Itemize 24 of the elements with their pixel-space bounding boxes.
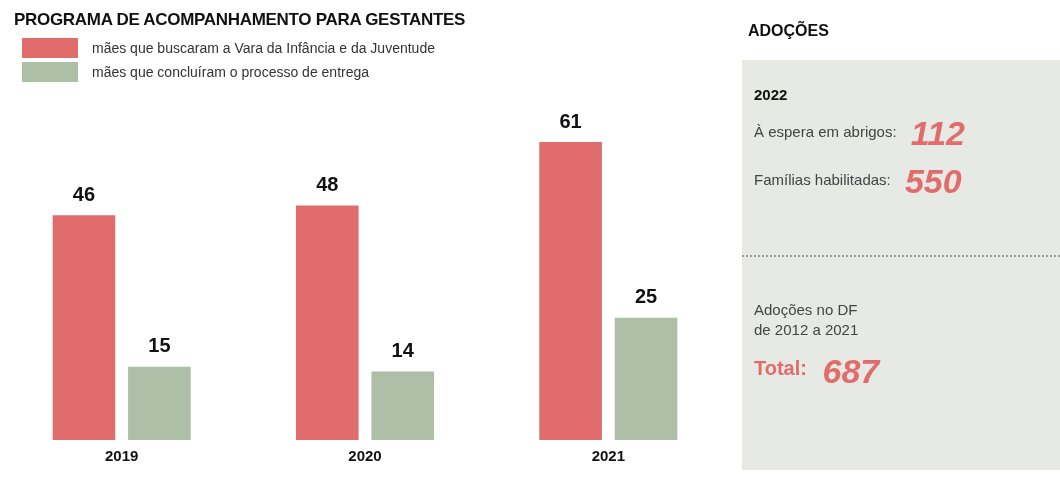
- bar: [539, 142, 602, 440]
- x-tick-label: 2020: [348, 447, 382, 465]
- legend-label: mães que concluíram o processo de entrega: [92, 64, 370, 80]
- x-tick-label: 2021: [591, 447, 626, 465]
- data-label: 48: [316, 173, 339, 196]
- bar: [614, 317, 678, 440]
- data-label: 61: [559, 109, 582, 132]
- x-tick-label: 2019: [104, 447, 139, 465]
- chart-title: PROGRAMA DE ACOMPANHAMENTO PARA GESTANTES: [14, 10, 466, 30]
- text: ADOÇÕES: [748, 22, 829, 40]
- bar: [128, 366, 191, 440]
- data-label: 15: [148, 334, 171, 357]
- text: Total: 687: [754, 352, 880, 391]
- bar: [295, 205, 359, 440]
- data-label: 25: [634, 285, 658, 308]
- bar: [52, 215, 116, 440]
- text: À espera em abrigos: 112: [754, 114, 965, 153]
- text: Famílias habilitadas: 550: [754, 162, 962, 201]
- text: Adoções no DF de 2012 a 2021: [754, 300, 860, 340]
- bar: [371, 371, 435, 440]
- data-label: 14: [391, 339, 415, 362]
- legend-label: mães que buscaram a Vara da Infância e da Juventude: [92, 40, 435, 56]
- data-label: 46: [72, 182, 96, 205]
- text: 2022: [754, 85, 788, 105]
